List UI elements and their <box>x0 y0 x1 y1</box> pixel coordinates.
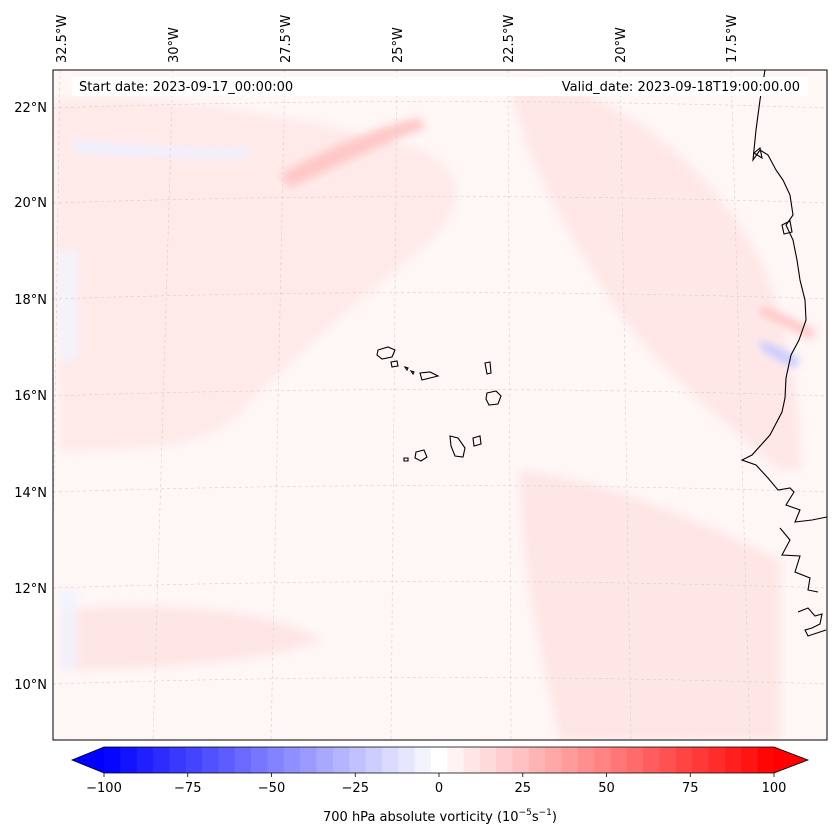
colorbar-segment <box>659 747 677 773</box>
colorbar-title: 700 hPa absolute vorticity (10−5s−1) <box>323 808 557 825</box>
colorbar-segment <box>169 747 187 773</box>
colorbar-segment <box>349 747 367 773</box>
lon-label-30w: 30°W <box>167 27 182 63</box>
lon-label-22-5w: 22.5°W <box>502 15 517 63</box>
colorbar-tick-label: −50 <box>258 781 285 796</box>
cape-verde-islands <box>376 346 502 462</box>
boa-vista-island <box>485 390 502 406</box>
lat-label-14n: 14°N <box>14 486 47 501</box>
lat-label-16n: 16°N <box>14 389 47 404</box>
colorbar-segment <box>479 747 497 773</box>
colorbar-segment <box>512 747 530 773</box>
colorbar-segment <box>545 747 563 773</box>
colorbar-title-mid: s <box>532 810 539 825</box>
colorbar-segment <box>218 747 236 773</box>
valid-date-label: Valid_date: 2023-09-18T19:00:00.00 <box>562 80 800 95</box>
colorbar-segment <box>708 747 726 773</box>
colorbar-tick-label: 100 <box>762 781 787 796</box>
lat-label-18n: 18°N <box>14 293 47 308</box>
longitude-labels: 32.5°W 30°W 27.5°W 25°W 22.5°W 20°W 17.5… <box>55 15 740 63</box>
colorbar-segment <box>136 747 154 773</box>
lat-label-20n: 20°N <box>14 196 47 211</box>
colorbar-segment <box>528 747 546 773</box>
sao-vicente-island <box>390 360 399 368</box>
colorbar-segment <box>741 747 759 773</box>
colorbar-tick-label: 75 <box>682 781 699 796</box>
colorbar-segment <box>610 747 628 773</box>
colorbar-segment <box>594 747 612 773</box>
colorbar-segment <box>283 747 301 773</box>
maio-island <box>472 435 482 447</box>
colorbar-segments <box>104 747 775 773</box>
lon-label-20w: 20°W <box>614 27 629 63</box>
colorbar-segment <box>316 747 334 773</box>
colorbar-extend-min-arrow <box>72 747 104 773</box>
lon-label-25w: 25°W <box>391 27 406 63</box>
colorbar-ticks: −100 −75 −50 −25 0 25 50 75 100 <box>86 773 786 796</box>
fogo-island <box>414 449 428 462</box>
colorbar-segment <box>447 747 465 773</box>
lon-label-17-5w: 17.5°W <box>725 15 740 63</box>
colorbar-segment <box>496 747 514 773</box>
colorbar-segment <box>381 747 399 773</box>
colorbar-segment <box>234 747 252 773</box>
colorbar-tick-label: 50 <box>598 781 615 796</box>
start-date-label: Start date: 2023-09-17_00:00:00 <box>79 80 293 95</box>
colorbar-segment <box>724 747 742 773</box>
vorticity-field <box>55 80 815 740</box>
colorbar-segment <box>463 747 481 773</box>
lat-label-22n: 22°N <box>14 101 47 116</box>
brava-island <box>403 457 409 462</box>
sao-nicolau-island <box>409 369 415 376</box>
info-bar-background <box>72 77 808 96</box>
colorbar-tick-label: −100 <box>86 781 122 796</box>
colorbar-segment <box>757 747 775 773</box>
coastline <box>740 70 827 637</box>
colorbar-segment <box>202 747 219 773</box>
colorbar-segment <box>692 747 710 773</box>
map-panel[interactable] <box>50 70 827 740</box>
colorbar-title-exp2: −1 <box>539 808 552 818</box>
colorbar-segment <box>300 747 318 773</box>
colorbar-title-exp1: −5 <box>519 808 532 818</box>
colorbar: −100 −75 −50 −25 0 25 50 75 100 700 hPa absolute… <box>70 746 810 825</box>
gridlines <box>53 70 827 740</box>
colorbar-segment <box>398 747 416 773</box>
colorbar-extend-max-arrow <box>774 747 808 773</box>
colorbar-segment <box>365 747 383 773</box>
sao-nicolau-main-island <box>419 371 440 381</box>
lat-label-10n: 10°N <box>14 678 47 693</box>
colorbar-segment <box>153 747 170 773</box>
colorbar-segment <box>120 747 138 773</box>
lat-label-12n: 12°N <box>14 582 47 597</box>
lon-label-27-5w: 27.5°W <box>279 15 294 63</box>
colorbar-segment <box>104 747 121 773</box>
colorbar-segment <box>561 747 579 773</box>
colorbar-segment <box>267 747 285 773</box>
colorbar-segment <box>251 747 269 773</box>
colorbar-tick-label: −75 <box>174 781 201 796</box>
colorbar-title-end: ) <box>552 810 557 825</box>
map-frame <box>52 69 828 741</box>
santiago-island <box>449 435 466 458</box>
colorbar-tick-label: 25 <box>514 781 531 796</box>
sal-island <box>484 361 492 375</box>
colorbar-segment <box>430 747 448 773</box>
colorbar-segment <box>577 747 595 773</box>
santo-antao-island <box>376 346 396 360</box>
lon-label-32-5w: 32.5°W <box>55 15 70 63</box>
santa-luzia-island <box>403 365 409 372</box>
colorbar-segment <box>643 747 661 773</box>
colorbar-segment <box>332 747 350 773</box>
colorbar-segment <box>414 747 432 773</box>
colorbar-tick-label: −25 <box>342 781 369 796</box>
colorbar-segment <box>675 747 693 773</box>
colorbar-title-main: 700 hPa absolute vorticity (10 <box>323 810 519 825</box>
colorbar-segment <box>185 747 203 773</box>
latitude-labels: 22°N 20°N 18°N 16°N 14°N 12°N 10°N <box>14 101 47 693</box>
colorbar-tick-label: 0 <box>435 781 443 796</box>
colorbar-segment <box>626 747 644 773</box>
